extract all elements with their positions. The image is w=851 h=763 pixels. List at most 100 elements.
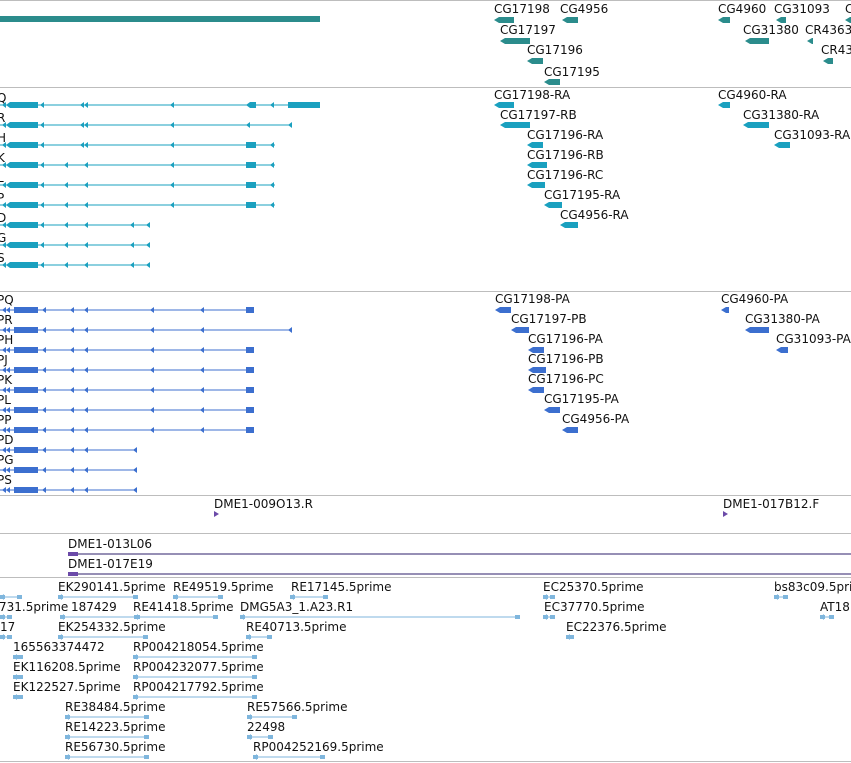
est-feature[interactable] [240,614,520,620]
est-feature[interactable] [13,674,23,680]
feature-body[interactable] [528,387,544,393]
gene-feature-long[interactable] [0,16,320,22]
est-feature[interactable] [0,614,12,620]
est-feature[interactable] [247,734,273,740]
transcript-CG17196-RB[interactable] [527,162,547,168]
feature-body[interactable] [544,202,562,208]
protein-model[interactable] [0,387,254,393]
protein-CG31093-PA[interactable] [776,347,788,353]
protein-CG17198-PA[interactable] [495,307,511,313]
est-feature[interactable] [253,754,325,760]
est-feature[interactable] [173,594,223,600]
gene-CR4363[interactable] [807,38,813,44]
feature-body[interactable] [743,122,769,128]
feature-body[interactable] [745,327,769,333]
feature-body[interactable] [494,102,514,108]
est-feature[interactable] [290,594,328,600]
est-feature[interactable] [13,694,23,700]
bac-clone-DME1-017E19[interactable] [68,572,851,576]
feature-body[interactable] [544,79,560,85]
protein-CG17196-PC[interactable] [528,387,544,393]
est-feature[interactable] [133,654,257,660]
gene-C[interactable] [845,17,851,23]
est-feature[interactable] [543,594,555,600]
gene-CG31093[interactable] [776,17,786,23]
feature-body[interactable] [776,347,788,353]
est-feature[interactable] [566,634,574,640]
gene-CG4956[interactable] [562,17,578,23]
feature-body[interactable] [823,58,833,64]
gene-CG4960[interactable] [718,17,730,23]
feature-body[interactable] [500,38,530,44]
gene-CG17197[interactable] [500,38,530,44]
est-feature[interactable] [13,654,23,660]
est-feature[interactable] [134,614,218,620]
protein-model[interactable] [0,367,254,373]
transcript-CG4960-RA[interactable] [718,102,730,108]
est-feature[interactable] [246,634,272,640]
protein-CG4960-PA[interactable] [721,307,729,313]
protein-model[interactable] [0,407,254,413]
transcript-CG17197-RB[interactable] [500,122,530,128]
transcript-model[interactable] [0,102,320,108]
gene-CR43[interactable] [823,58,833,64]
est-feature[interactable] [65,734,149,740]
bac-end-marker[interactable] [214,511,219,517]
gene-CG17196[interactable] [527,58,543,64]
est-feature[interactable] [0,594,22,600]
feature-body[interactable] [776,17,786,23]
feature-body[interactable] [807,38,813,44]
feature-body[interactable] [528,367,546,373]
transcript-CG31380-RA[interactable] [743,122,769,128]
gene-CG17195[interactable] [544,79,560,85]
protein-CG17196-PB[interactable] [528,367,546,373]
feature-body[interactable] [500,122,530,128]
est-feature[interactable] [543,614,555,620]
est-feature[interactable] [133,674,257,680]
gene-CG31380[interactable] [745,38,769,44]
feature-body[interactable] [527,182,545,188]
transcript-CG17195-RA[interactable] [544,202,562,208]
protein-model[interactable] [0,447,137,453]
protein-model[interactable] [0,307,254,313]
transcript-model[interactable] [0,262,150,268]
transcript-model[interactable] [0,122,292,128]
transcript-model[interactable] [0,182,275,188]
protein-CG17196-PA[interactable] [528,347,544,353]
protein-CG17197-PB[interactable] [511,327,529,333]
est-feature[interactable] [820,614,834,620]
feature-body[interactable] [527,58,543,64]
protein-model[interactable] [0,347,254,353]
feature-body[interactable] [745,38,769,44]
protein-CG17195-PA[interactable] [544,407,560,413]
feature-body[interactable] [544,407,560,413]
feature-body[interactable] [527,162,547,168]
feature-body[interactable] [718,102,730,108]
feature-body[interactable] [721,307,729,313]
est-feature[interactable] [58,634,148,640]
feature-body[interactable] [511,327,529,333]
est-feature[interactable] [774,594,788,600]
protein-CG4956-PA[interactable] [562,427,578,433]
transcript-model[interactable] [0,222,150,228]
protein-model[interactable] [0,487,137,493]
est-feature[interactable] [247,714,297,720]
transcript-model[interactable] [0,162,275,168]
bac-end-marker[interactable] [723,511,728,517]
feature-body[interactable] [718,17,730,23]
feature-body[interactable] [560,222,578,228]
feature-body[interactable] [527,142,543,148]
protein-CG31380-PA[interactable] [745,327,769,333]
feature-body[interactable] [845,17,851,23]
transcript-CG17198-RA[interactable] [494,102,514,108]
transcript-model[interactable] [0,202,275,208]
feature-body[interactable] [528,347,544,353]
transcript-model[interactable] [0,142,275,148]
transcript-CG4956-RA[interactable] [560,222,578,228]
feature-body[interactable] [562,427,578,433]
protein-model[interactable] [0,467,137,473]
est-feature[interactable] [133,694,257,700]
transcript-model[interactable] [0,242,150,248]
est-feature[interactable] [65,714,149,720]
feature-body[interactable] [562,17,578,23]
